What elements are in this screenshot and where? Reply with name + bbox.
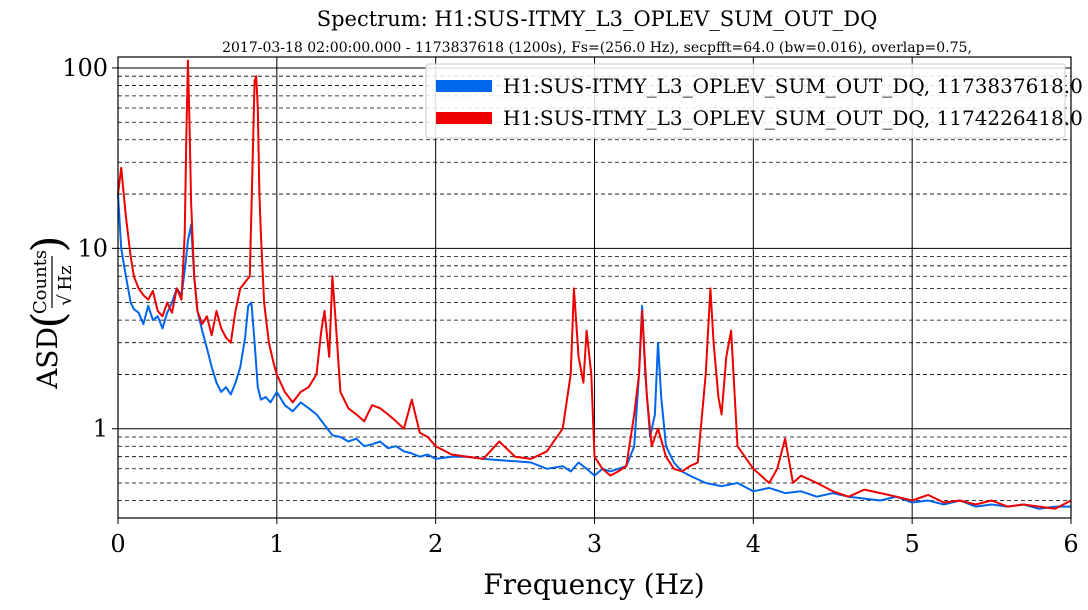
y-axis-sqrt-sign: √ — [55, 294, 76, 306]
y-axis-label-numerator: Counts — [30, 250, 51, 314]
x-axis-label: Frequency (Hz) — [483, 568, 704, 601]
legend-swatch-series-1 — [436, 80, 492, 92]
x-tick-label-5: 5 — [905, 530, 920, 558]
axis-ticks: 0 1 2 3 4 5 6 1 10 100 — [62, 54, 1078, 558]
x-tick-label-3: 3 — [587, 530, 602, 558]
y-axis-paren-right: ) — [23, 235, 74, 252]
legend-label-series-1: H1:SUS-ITMY_L3_OPLEV_SUM_OUT_DQ, 1173837… — [503, 74, 1083, 98]
y-axis-label-denominator: Hz — [55, 265, 76, 290]
legend-label-series-2: H1:SUS-ITMY_L3_OPLEV_SUM_OUT_DQ, 1174226… — [503, 106, 1083, 130]
x-tick-label-1: 1 — [269, 530, 284, 558]
y-axis-label: ASD ( Counts √ Hz ) — [23, 235, 76, 390]
grid-lines — [118, 57, 1071, 518]
x-tick-label-2: 2 — [428, 530, 443, 558]
series-line-2 — [117, 59, 1072, 510]
legend: H1:SUS-ITMY_L3_OPLEV_SUM_OUT_DQ, 1173837… — [425, 63, 1083, 139]
y-axis-paren-left: ( — [23, 311, 74, 328]
y-tick-label-1: 10 — [77, 234, 108, 262]
x-tick-label-4: 4 — [746, 530, 761, 558]
y-tick-label-2: 100 — [62, 54, 108, 82]
y-tick-label-0: 1 — [93, 415, 108, 443]
chart-title: Spectrum: H1:SUS-ITMY_L3_OPLEV_SUM_OUT_D… — [317, 7, 878, 31]
legend-frame — [425, 63, 1066, 139]
y-axis-label-main: ASD — [31, 327, 64, 390]
x-tick-label-6: 6 — [1063, 530, 1078, 558]
x-tick-label-0: 0 — [110, 530, 125, 558]
series-layer — [117, 59, 1072, 510]
chart-subtitle: 2017-03-18 02:00:00.000 - 1173837618 (12… — [222, 40, 972, 56]
legend-swatch-series-2 — [436, 112, 492, 124]
